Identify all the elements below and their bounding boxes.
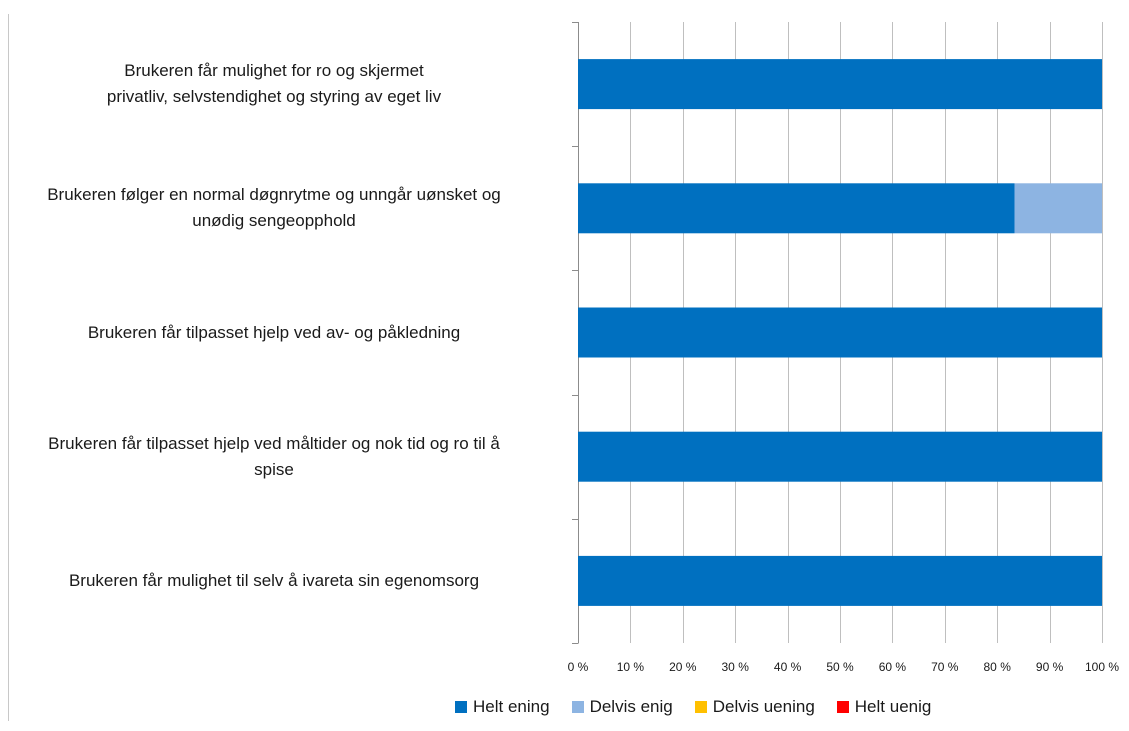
- x-tick-label: 90 %: [1035, 660, 1064, 674]
- legend-item: Helt uenig: [836, 697, 932, 717]
- category-label-line: privatliv, selvstendighet og styring av …: [106, 87, 442, 107]
- legend-label: Delvis uening: [712, 697, 815, 716]
- chart-border: [8, 14, 9, 721]
- category-label-line: Brukeren får mulighet for ro og skjermet: [124, 61, 424, 81]
- bar-helt-ening: [578, 555, 1102, 606]
- category-label-line: Brukeren får tilpasset hjelp ved av- og …: [87, 322, 461, 342]
- bar-helt-ening: [578, 431, 1102, 482]
- bar-helt-ening: [578, 183, 1015, 234]
- legend-item: Helt ening: [455, 697, 550, 717]
- category-label-line: unødig sengeopphold: [192, 211, 356, 231]
- legend-swatch: [455, 701, 467, 713]
- bar-delvis-enig: [1014, 183, 1102, 234]
- category-label: Brukeren får mulighet for ro og skjermet…: [0, 58, 554, 110]
- x-tick-label: 100 %: [1084, 660, 1120, 674]
- x-tick-label: 80 %: [983, 660, 1011, 674]
- legend-swatch: [836, 701, 849, 713]
- bar-helt-ening: [578, 59, 1102, 110]
- legend-swatch: [694, 701, 707, 713]
- category-label-line: Brukeren får mulighet til selv å ivareta…: [68, 570, 480, 590]
- legend-swatch: [571, 701, 584, 713]
- legend: Helt ening Delvis enig Delvis uening Helt u…: [455, 697, 953, 717]
- x-tick-label: 60 %: [878, 660, 907, 674]
- x-tick-label: 20 %: [669, 660, 697, 674]
- x-tick-label: 30 %: [721, 660, 749, 674]
- x-tick-label: 70 %: [931, 660, 959, 674]
- category-label-line: Brukeren får tilpasset hjelp ved måltide…: [48, 433, 500, 453]
- legend-label: Helt uenig: [854, 697, 932, 716]
- legend-item: Delvis enig: [571, 697, 673, 717]
- legend-label: Delvis enig: [589, 697, 673, 716]
- category-label: Brukeren får tilpasset hjelp ved måltide…: [0, 431, 554, 483]
- category-label-line: spise: [254, 459, 294, 479]
- category-label: Brukeren får tilpasset hjelp ved av- og …: [0, 320, 554, 346]
- bar-helt-ening: [578, 307, 1102, 358]
- category-label: Brukeren får mulighet til selv å ivareta…: [0, 568, 554, 594]
- category-label-line: Brukeren følger en normal døgnrytme og u…: [47, 185, 501, 205]
- x-tick-label: 40 %: [773, 660, 802, 674]
- x-tick-label: 50 %: [826, 660, 854, 674]
- x-tick-label: 0 %: [567, 660, 589, 674]
- legend-item: Delvis uening: [694, 697, 815, 717]
- category-label: Brukeren følger en normal døgnrytme og u…: [0, 182, 554, 234]
- x-tick-label: 10 %: [616, 660, 645, 674]
- legend-label: Helt ening: [473, 697, 550, 716]
